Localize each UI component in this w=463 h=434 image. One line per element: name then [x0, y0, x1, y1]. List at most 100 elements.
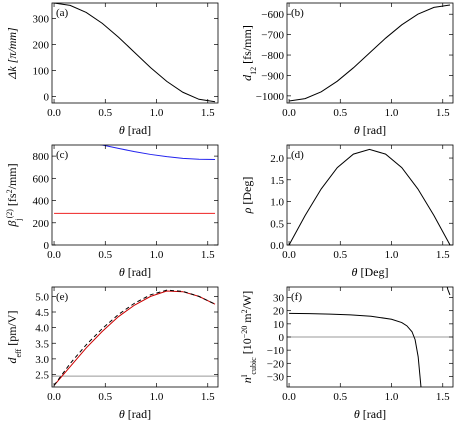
- panel-label: (b): [291, 7, 304, 19]
- y-axis-label: ρ [Deg]: [240, 177, 254, 215]
- line: [53, 290, 216, 386]
- label-part: [rad]: [360, 123, 386, 137]
- panel: 0.0 0.5 1.0 1.5 0 100 200 300 (a) θ [rad] Δk [π/mm…: [5, 2, 219, 137]
- y-axis-label: deff [pm/V]: [5, 310, 23, 363]
- y-tick-label: 3.5: [35, 338, 49, 350]
- label-part: [rad]: [125, 265, 151, 279]
- label-part: θ: [119, 407, 125, 421]
- plot-lines: [54, 145, 216, 214]
- frame: [51, 144, 219, 246]
- y-axis-label: βj(2) [fs2/mm]: [5, 163, 23, 227]
- plot-lines: [289, 287, 451, 387]
- line: [289, 287, 451, 387]
- label-part: /W]: [240, 291, 254, 310]
- label-part: θ: [119, 123, 125, 137]
- y-tick-label: 5.0: [35, 291, 49, 303]
- x-axis-label: θ [rad]: [119, 123, 151, 137]
- x-tick-label: 0.0: [47, 249, 61, 261]
- label-part: cubic: [249, 357, 258, 375]
- y-tick-label: 0: [279, 332, 285, 344]
- label-part: 12: [249, 67, 258, 75]
- label-part: [Deg]: [240, 177, 254, 208]
- y-tick-label: 4.0: [35, 323, 49, 335]
- label-part: [rad]: [360, 407, 386, 421]
- label-part: θ: [354, 407, 360, 421]
- y-tick-label: 0: [44, 92, 50, 104]
- x-tick-label: 0.0: [47, 391, 61, 403]
- x-tick-label: 0.5: [333, 249, 347, 261]
- x-tick-label: 1.5: [436, 249, 450, 261]
- label-part: −20: [240, 326, 249, 339]
- panel: 0.0 0.5 1.0 1.5 −1000 −900 −800 −700 −600 (b) θ [r…: [240, 2, 454, 137]
- x-tick-label: 0.0: [282, 391, 296, 403]
- label-part: d: [240, 74, 254, 81]
- y-tick-label: 100: [33, 66, 50, 78]
- panel-label: (f): [291, 291, 302, 303]
- x-tick-label: 1.0: [150, 107, 164, 119]
- x-tick-label: 0.0: [47, 107, 61, 119]
- y-tick-label: 10: [273, 319, 285, 331]
- y-tick-label: 4.5: [35, 307, 49, 319]
- plot-lines: [53, 289, 216, 386]
- x-tick-label: 1.5: [201, 107, 215, 119]
- y-tick-label: 30: [273, 293, 285, 305]
- y-tick-label: −900: [261, 70, 284, 82]
- y-tick-label: 0.5: [270, 218, 284, 230]
- y-tick-label: 1.5: [270, 175, 284, 187]
- panel-label: (c): [56, 149, 69, 161]
- x-axis-label: θ [Deg]: [352, 265, 389, 279]
- line: [288, 4, 451, 102]
- label-part: ρ: [240, 207, 254, 214]
- x-tick-label: 0.5: [333, 107, 347, 119]
- x-tick-label: 0.5: [98, 107, 112, 119]
- label-part: m: [240, 313, 254, 326]
- y-tick-label: 2.0: [270, 153, 284, 165]
- panel: 0.0 0.5 1.0 1.50.00.51.01.52.0 (d)θ [Deg]ρ […: [240, 144, 454, 279]
- y-axis-label: nIcubic [10−20 m2/W]: [240, 291, 258, 384]
- y-tick-label: 300: [33, 14, 50, 26]
- label-part: θ: [352, 265, 358, 279]
- panel: 0.0 0.5 1.0 1.5 0 200 400 600 800 (c) θ [rad] βj(2)…: [5, 144, 219, 279]
- panel-label: (a): [56, 7, 69, 19]
- y-tick-label: 20: [273, 306, 285, 318]
- x-tick-label: 1.5: [436, 107, 450, 119]
- x-tick-label: 1.0: [385, 107, 399, 119]
- x-tick-label: 1.5: [201, 249, 215, 261]
- x-tick-label: 1.0: [150, 249, 164, 261]
- x-axis-label: θ [rad]: [119, 407, 151, 421]
- y-tick-label: 200: [33, 40, 50, 52]
- y-tick-label: 0.0: [270, 240, 284, 252]
- y-tick-label: 400: [33, 196, 50, 208]
- y-tick-label: 200: [33, 218, 50, 230]
- line: [288, 148, 451, 245]
- y-tick-label: 1.0: [270, 197, 284, 209]
- x-tick-label: 0.0: [282, 107, 296, 119]
- y-tick-label: −10: [267, 345, 285, 357]
- label-part: β: [5, 221, 19, 228]
- x-tick-label: 0.0: [282, 249, 296, 261]
- x-axis-label: θ [rad]: [119, 265, 151, 279]
- frame: [286, 2, 454, 104]
- y-axis-label: d12 [fs/mm]: [240, 25, 258, 81]
- label-part: [Deg]: [357, 265, 388, 279]
- label-part: [fs: [5, 193, 19, 209]
- x-tick-label: 0.5: [98, 391, 112, 403]
- label-part: (2): [5, 209, 14, 219]
- frame: [51, 2, 219, 104]
- x-tick-label: 0.5: [333, 391, 347, 403]
- frame: [286, 144, 454, 246]
- plot-lines: [53, 3, 216, 103]
- y-tick-label: −1000: [256, 91, 285, 103]
- y-tick-label: 0: [44, 240, 50, 252]
- y-tick-label: −800: [261, 50, 284, 62]
- label-part: 2: [5, 189, 14, 193]
- line: [53, 3, 216, 103]
- x-tick-label: 1.0: [150, 391, 164, 403]
- line: [99, 145, 216, 160]
- x-tick-label: 1.0: [385, 249, 399, 261]
- x-tick-label: 1.5: [201, 391, 215, 403]
- label-part: n: [240, 377, 254, 383]
- label-part: [rad]: [125, 407, 151, 421]
